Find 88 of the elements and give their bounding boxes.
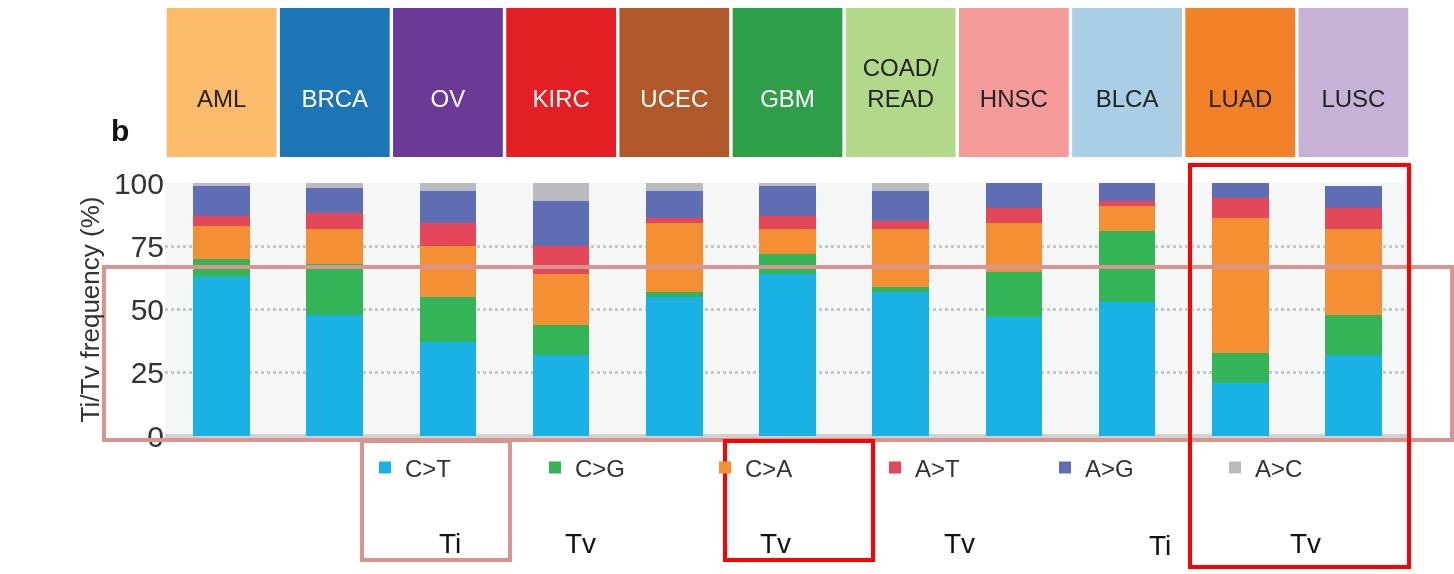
x-tick-label: GBM bbox=[760, 85, 815, 113]
legend-label: C>G bbox=[575, 454, 626, 482]
y-axis-title: Ti/Tv frequency (%) bbox=[75, 196, 106, 423]
bar bbox=[1211, 218, 1269, 353]
bar bbox=[1098, 200, 1156, 206]
text: Ti bbox=[439, 528, 462, 559]
bar bbox=[1211, 382, 1269, 436]
bar bbox=[985, 271, 1043, 318]
legend-label: A>T bbox=[915, 454, 961, 482]
bar bbox=[419, 342, 477, 436]
bar bbox=[419, 223, 477, 247]
bar bbox=[306, 263, 364, 315]
bar bbox=[1325, 355, 1382, 436]
bar bbox=[1325, 208, 1382, 229]
bar bbox=[872, 220, 929, 229]
bar bbox=[872, 183, 929, 191]
text: b bbox=[111, 114, 130, 147]
bar bbox=[872, 190, 929, 221]
bar bbox=[1211, 183, 1269, 199]
bar bbox=[985, 183, 1043, 209]
bar bbox=[306, 188, 364, 214]
x-tick-label: LUSC bbox=[1321, 85, 1386, 113]
bar bbox=[1098, 231, 1156, 302]
bar bbox=[532, 183, 590, 201]
bar bbox=[646, 291, 703, 297]
y-tick-label: 25 bbox=[130, 356, 164, 390]
bar bbox=[193, 185, 250, 216]
bar bbox=[1325, 228, 1382, 315]
bar bbox=[646, 183, 703, 191]
bar bbox=[532, 200, 590, 247]
bar bbox=[1325, 314, 1382, 356]
bar bbox=[532, 355, 590, 436]
bar bbox=[759, 185, 816, 216]
bar bbox=[985, 317, 1043, 436]
legend-label: A>C bbox=[1255, 454, 1303, 482]
bar bbox=[193, 183, 250, 186]
text: Tv bbox=[944, 528, 976, 559]
bar bbox=[646, 296, 703, 436]
legend-label: C>A bbox=[745, 454, 793, 482]
bar bbox=[1325, 185, 1382, 209]
bar bbox=[759, 274, 816, 436]
bar bbox=[759, 215, 816, 229]
bar bbox=[759, 183, 816, 186]
x-tick-label: COAD/ READ bbox=[862, 54, 940, 113]
bar bbox=[419, 190, 477, 224]
bar bbox=[193, 226, 250, 259]
legend-label: A>G bbox=[1085, 454, 1134, 482]
x-tick-label: OV bbox=[430, 85, 466, 113]
y-tick-label: 50 bbox=[130, 293, 164, 326]
bar bbox=[872, 228, 929, 287]
text: Tv bbox=[1290, 528, 1322, 559]
bar bbox=[419, 296, 477, 343]
x-tick-label: KIRC bbox=[532, 85, 590, 113]
bar bbox=[1098, 301, 1156, 436]
text: Tv bbox=[760, 528, 792, 559]
bar bbox=[646, 218, 703, 224]
y-tick-label: 75 bbox=[130, 229, 164, 263]
x-tick-label: AML bbox=[196, 85, 247, 113]
x-tick-label: BRCA bbox=[301, 85, 369, 113]
bar bbox=[1098, 205, 1156, 232]
bar bbox=[193, 215, 250, 227]
bar bbox=[985, 223, 1043, 272]
bar bbox=[1211, 352, 1269, 383]
x-tick-label: HNSC bbox=[979, 85, 1048, 113]
x-tick-label: BLCA bbox=[1095, 85, 1159, 113]
bar bbox=[646, 223, 703, 292]
bar bbox=[1098, 183, 1156, 201]
bar bbox=[1211, 198, 1269, 219]
legend-label: C>T bbox=[405, 454, 452, 482]
bar bbox=[872, 286, 929, 292]
x-tick-label: LUAD bbox=[1208, 85, 1273, 113]
bar bbox=[532, 324, 590, 356]
bar bbox=[532, 274, 590, 325]
x-tick-label: UCEC bbox=[640, 85, 709, 113]
bar bbox=[306, 213, 364, 229]
bar bbox=[759, 228, 816, 254]
bar bbox=[193, 276, 250, 436]
text: Tv bbox=[565, 528, 597, 559]
bar bbox=[306, 183, 364, 189]
bar bbox=[419, 183, 477, 191]
bar bbox=[985, 208, 1043, 224]
bar bbox=[306, 314, 364, 436]
bar bbox=[306, 228, 364, 264]
bar bbox=[872, 291, 929, 436]
bar bbox=[419, 246, 477, 297]
bar bbox=[646, 190, 703, 219]
y-tick-label: 100 bbox=[113, 166, 164, 200]
text: Ti bbox=[1149, 530, 1172, 561]
